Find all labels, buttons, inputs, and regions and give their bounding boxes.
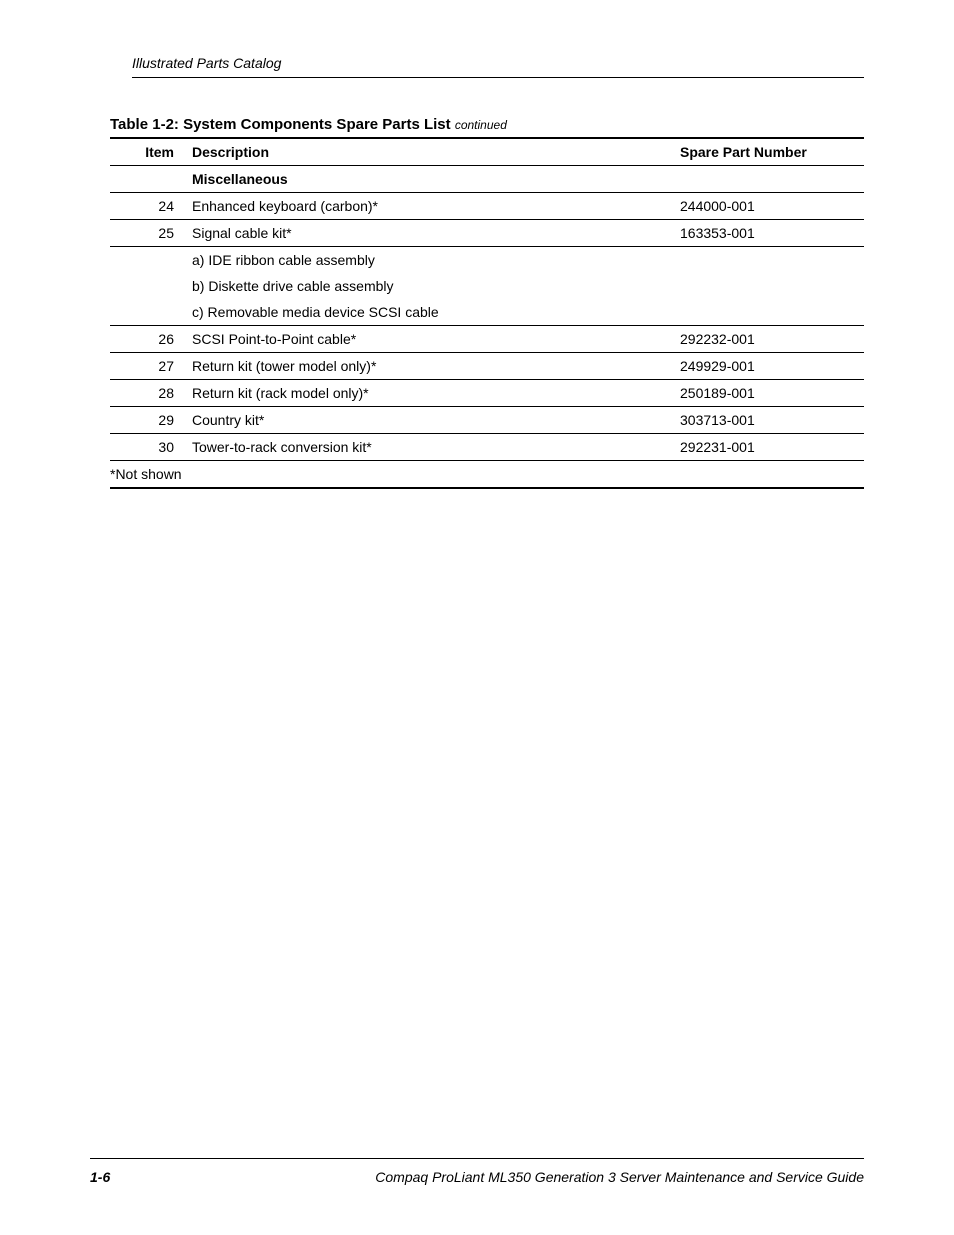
cell-part-number: 250189-001 bbox=[676, 380, 864, 407]
cell-description: Tower-to-rack conversion kit* bbox=[188, 434, 676, 461]
cell-description: SCSI Point-to-Point cable* bbox=[188, 326, 676, 353]
page-number: 1-6 bbox=[90, 1169, 300, 1185]
cell-description: b) Diskette drive cable assembly bbox=[188, 273, 676, 299]
cell-item: 26 bbox=[110, 326, 188, 353]
cell-part-number bbox=[676, 273, 864, 299]
cell-description: a) IDE ribbon cable assembly bbox=[188, 247, 676, 274]
table-row: 26SCSI Point-to-Point cable*292232-001 bbox=[110, 326, 864, 353]
cell-empty bbox=[110, 166, 188, 193]
cell-description: Enhanced keyboard (carbon)* bbox=[188, 193, 676, 220]
cell-item bbox=[110, 247, 188, 274]
table-caption: Table 1-2: System Components Spare Parts… bbox=[110, 116, 864, 133]
cell-part-number bbox=[676, 299, 864, 326]
cell-description: c) Removable media device SCSI cable bbox=[188, 299, 676, 326]
cell-part-number: 292231-001 bbox=[676, 434, 864, 461]
table-row: 29Country kit*303713-001 bbox=[110, 407, 864, 434]
footer-doc-title: Compaq ProLiant ML350 Generation 3 Serve… bbox=[300, 1169, 864, 1185]
cell-item: 28 bbox=[110, 380, 188, 407]
table-row: a) IDE ribbon cable assembly bbox=[110, 247, 864, 274]
table-row: 27Return kit (tower model only)*249929-0… bbox=[110, 353, 864, 380]
table-footnote: *Not shown bbox=[110, 461, 864, 489]
page-footer: 1-6 Compaq ProLiant ML350 Generation 3 S… bbox=[90, 1158, 864, 1185]
cell-item: 25 bbox=[110, 220, 188, 247]
cell-description: Return kit (tower model only)* bbox=[188, 353, 676, 380]
table-body: Miscellaneous 24Enhanced keyboard (carbo… bbox=[110, 166, 864, 461]
content-area: Table 1-2: System Components Spare Parts… bbox=[110, 116, 864, 489]
cell-part-number: 163353-001 bbox=[676, 220, 864, 247]
cell-description: Return kit (rack model only)* bbox=[188, 380, 676, 407]
parts-table: Item Description Spare Part Number Misce… bbox=[110, 137, 864, 489]
cell-item: 24 bbox=[110, 193, 188, 220]
table-footnote-row: *Not shown bbox=[110, 461, 864, 489]
cell-item bbox=[110, 299, 188, 326]
page-header: Illustrated Parts Catalog bbox=[132, 55, 864, 78]
cell-part-number: 292232-001 bbox=[676, 326, 864, 353]
table-row: c) Removable media device SCSI cable bbox=[110, 299, 864, 326]
cell-part-number: 303713-001 bbox=[676, 407, 864, 434]
section-label: Miscellaneous bbox=[188, 166, 676, 193]
table-row: 24Enhanced keyboard (carbon)*244000-001 bbox=[110, 193, 864, 220]
col-header-item: Item bbox=[110, 138, 188, 166]
cell-part-number bbox=[676, 247, 864, 274]
cell-description: Country kit* bbox=[188, 407, 676, 434]
table-row: 28Return kit (rack model only)*250189-00… bbox=[110, 380, 864, 407]
cell-description: Signal cable kit* bbox=[188, 220, 676, 247]
table-row: b) Diskette drive cable assembly bbox=[110, 273, 864, 299]
cell-empty bbox=[676, 166, 864, 193]
table-row: 30Tower-to-rack conversion kit*292231-00… bbox=[110, 434, 864, 461]
cell-item: 30 bbox=[110, 434, 188, 461]
cell-item: 27 bbox=[110, 353, 188, 380]
table-caption-continued: continued bbox=[455, 118, 507, 132]
table-caption-main: Table 1-2: System Components Spare Parts… bbox=[110, 116, 455, 133]
table-header-row: Item Description Spare Part Number bbox=[110, 138, 864, 166]
col-header-spare: Spare Part Number bbox=[676, 138, 864, 166]
cell-part-number: 249929-001 bbox=[676, 353, 864, 380]
table-row: 25Signal cable kit*163353-001 bbox=[110, 220, 864, 247]
cell-part-number: 244000-001 bbox=[676, 193, 864, 220]
table-section-row: Miscellaneous bbox=[110, 166, 864, 193]
cell-item: 29 bbox=[110, 407, 188, 434]
cell-item bbox=[110, 273, 188, 299]
col-header-description: Description bbox=[188, 138, 676, 166]
